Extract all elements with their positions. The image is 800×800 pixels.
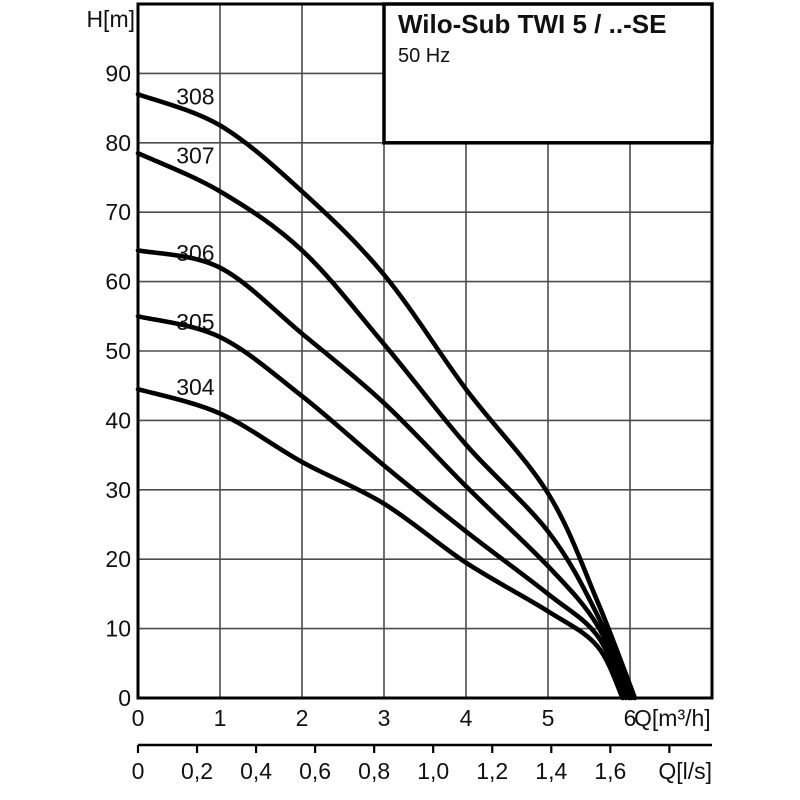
y-tick-label: 0: [118, 685, 131, 711]
lps-tick-label: 1,2: [476, 758, 508, 784]
chart-frequency-subtitle: 50 Hz: [398, 45, 450, 67]
y-tick-label: 40: [105, 407, 131, 433]
secondary-axis-unit-label: Q[l/s]: [658, 758, 712, 784]
lps-tick-label: 0,8: [358, 758, 390, 784]
lps-tick-label: 0,4: [240, 758, 272, 784]
title-box: [382, 2, 714, 145]
x-tick-label: 2: [296, 705, 309, 731]
curve-label-307: 307: [176, 142, 214, 168]
pump-curve-307: [135, 150, 634, 701]
chart-title: Wilo-Sub TWI 5 / ..-SE: [398, 9, 666, 39]
y-tick-label: 90: [105, 60, 131, 86]
curve-label-305: 305: [176, 309, 214, 335]
x-tick-label: 1: [214, 705, 227, 731]
lps-tick-label: 1,4: [535, 758, 567, 784]
x-tick-label: 3: [378, 705, 391, 731]
pump-curve-304: [135, 386, 625, 701]
y-tick-label: 20: [105, 546, 131, 572]
y-axis-unit-label: H[m]: [86, 6, 135, 32]
y-tick-label: 50: [105, 338, 131, 364]
curve-label-304: 304: [176, 374, 215, 400]
lps-tick-label: 0,2: [181, 758, 213, 784]
y-tick-label: 80: [105, 130, 131, 156]
x-axis-unit-label: Q[m³/h]: [634, 705, 711, 731]
curve-label-308: 308: [176, 83, 214, 109]
lps-tick-label: 1,0: [417, 758, 449, 784]
x-tick-label: 6: [624, 705, 637, 731]
x-tick-label: 5: [542, 705, 555, 731]
y-tick-label: 30: [105, 477, 131, 503]
x-tick-label: 0: [132, 705, 145, 731]
lps-tick-label: 0: [132, 758, 145, 784]
lps-tick-label: 0,6: [299, 758, 331, 784]
y-tick-label: 10: [105, 616, 131, 642]
lps-tick-label: 1,6: [594, 758, 626, 784]
pump-curve-306: [135, 248, 632, 701]
pump-curve-308: [135, 91, 638, 701]
pump-curve-305: [135, 314, 629, 701]
y-tick-label: 60: [105, 269, 131, 295]
x-tick-label: 4: [460, 705, 473, 731]
y-tick-label: 70: [105, 199, 131, 225]
curve-label-306: 306: [176, 240, 214, 266]
